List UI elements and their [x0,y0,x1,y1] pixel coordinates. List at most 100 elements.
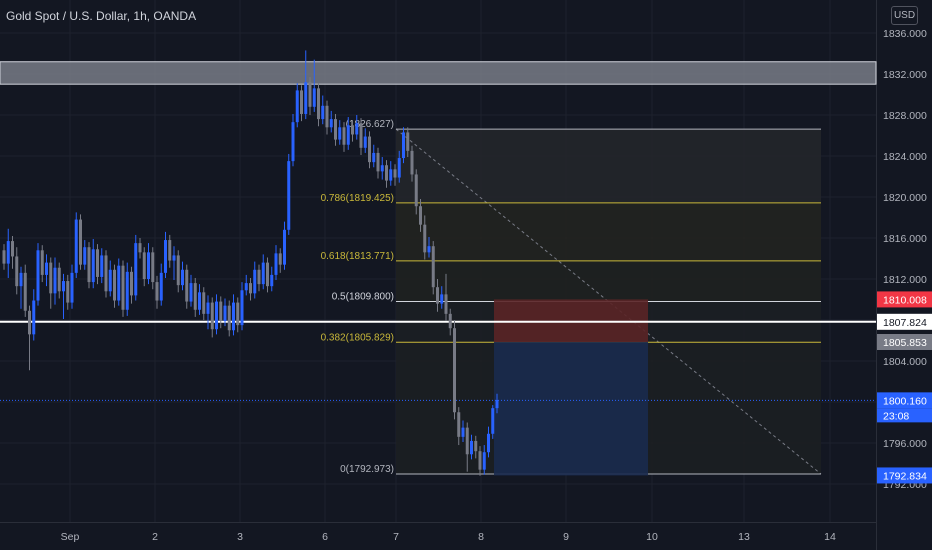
candle-body [74,219,78,273]
price-label: 1807.824 [883,317,927,329]
fib-level-label: 0(1792.973) [340,464,394,475]
candle-body [219,301,223,322]
price-label-bg [877,392,932,409]
fib-zone-fill [396,202,821,261]
candle-body [240,290,244,326]
x-tick-label: 6 [322,531,328,543]
currency-button[interactable]: USD [891,6,918,25]
y-tick-label: 1828.000 [883,110,927,122]
candle-body [19,272,23,287]
candle-body [283,229,286,265]
candle-body [62,281,65,292]
price-label: 1792.834 [883,470,927,482]
candle-body [125,271,129,310]
candle-body [253,269,257,294]
candle-body [66,281,70,303]
candle-body [6,241,10,264]
x-tick-label: 2 [152,531,158,543]
chart-title: Gold Spot / U.S. Dollar, 1h, OANDA [6,9,197,23]
candle-body [147,252,150,279]
candle-body [487,433,490,453]
candle-body [329,119,333,128]
candle-body [278,253,282,265]
candle-body [402,132,405,159]
candle-body [414,174,418,207]
candle-body [244,283,248,291]
candle-body [185,269,189,302]
candle-body [385,165,388,181]
resistance-zone [0,61,877,85]
candle-body [202,292,206,314]
candle-body [91,249,95,283]
candle-body [287,161,291,230]
candle-body [270,274,274,287]
candle-body [470,440,473,455]
x-tick-label: 13 [738,531,750,543]
fib-level-label: 0.382(1805.829) [321,332,394,343]
price-label-bg [877,467,932,484]
candle-body [325,105,329,128]
candle-body [100,255,104,277]
candle-body [389,169,393,181]
y-tick-label: 1812.000 [883,274,927,286]
candle-body [312,88,316,107]
candle-body [198,292,201,310]
candle-body [397,158,401,178]
candle-body [130,271,133,296]
candle-body [274,253,278,275]
candle-body [28,310,31,335]
fib-level-label: 0.5(1809.800) [332,292,394,303]
candle-body [461,427,465,437]
price-label-bg [877,313,932,330]
candle-body [474,440,478,452]
candle-body [121,265,125,310]
candle-body [457,412,461,437]
candle-body [40,250,44,275]
candle-body [436,287,439,304]
candle-body [261,262,265,285]
candle-body [23,272,27,311]
x-tick-label: 9 [563,531,569,543]
candle-body [117,265,121,301]
candle-body [431,246,435,288]
candle-body [482,452,486,470]
y-tick-label: 1824.000 [883,151,927,163]
candle-body [96,249,99,277]
candle-body [176,255,180,286]
candle-body [448,313,452,329]
y-tick-label: 1796.000 [883,438,927,450]
candle-body [465,427,469,455]
candle-body [134,243,138,296]
fib-level-label: (1826.627) [346,119,394,130]
fib-zone-fill [396,260,821,302]
candle-body [338,127,342,140]
candle-body [444,294,448,314]
candle-body [108,269,112,292]
x-tick-label: 10 [646,531,658,543]
candle-body [419,206,422,225]
candle-body [355,123,359,135]
candle-body [193,283,197,310]
candle-body [181,269,184,286]
candle-body [342,127,346,145]
candle-body [215,301,218,330]
candle-body [266,262,269,287]
price-label: 1800.160 [883,395,927,407]
y-tick-label: 1836.000 [883,28,927,40]
candle-body [440,294,444,304]
candle-body [79,219,82,265]
candle-body [295,90,299,123]
candle-body [363,136,367,148]
candle-body [87,247,91,283]
x-tick-label: 8 [478,531,484,543]
countdown-label: 23:08 [883,410,909,422]
fib-trend-line [395,128,822,475]
y-tick-label: 1832.000 [883,69,927,81]
candle-body [410,150,414,175]
candle-body [304,82,308,114]
candle-body [155,282,159,301]
price-label-bg [877,334,932,351]
candle-body [495,399,499,409]
candle-body [291,122,295,162]
